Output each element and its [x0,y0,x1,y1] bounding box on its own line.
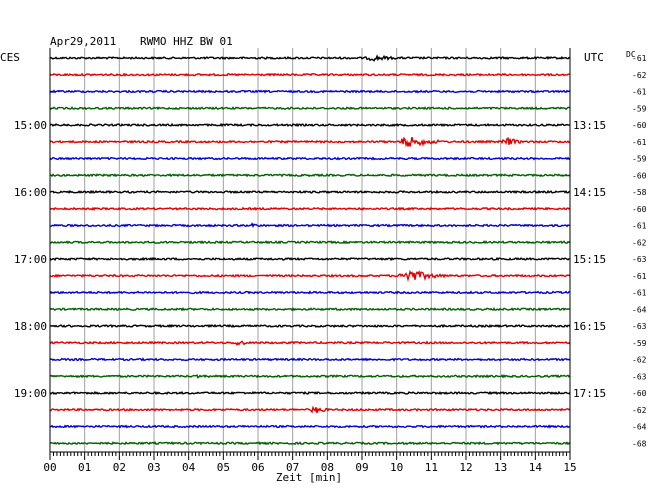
seismic-trace [49,405,571,414]
trace-labels: 15:00 16:00 17:00 18:00 19:00 13:15 14:15 15:15… [14,54,647,448]
time-axis: 00 01 02 03 04 05 06 07 08 09 10 11 12 13 14 15 [43,48,577,474]
seismic-trace [49,173,571,178]
dc-offset-label: -59 [632,104,647,113]
right-timezone-label: UTC [584,51,604,64]
seismic-trace [49,269,571,282]
seismic-trace [49,306,571,312]
seismic-trace [49,390,571,396]
right-hour-label: 16:15 [573,320,606,333]
right-hour-label: 15:15 [573,253,606,266]
x-tick-label: 03 [147,461,160,474]
dc-offset-label: -61 [632,289,647,298]
dc-offset-label: -60 [632,389,647,398]
seismic-trace [49,240,571,245]
x-tick-label: 09 [355,461,368,474]
seismic-trace [49,357,571,362]
seismic-trace [49,340,571,347]
x-tick-label: 01 [78,461,91,474]
dc-offset-label: -60 [632,205,647,214]
seismic-trace [49,106,571,111]
dc-offset-label: -63 [632,322,647,331]
seismogram-traces [49,54,571,446]
dc-offset-label: -61 [632,88,647,97]
dc-offset-label: -59 [632,339,647,348]
seismic-trace [49,256,571,262]
seismic-trace [49,156,571,161]
dc-offset-label: -60 [632,171,647,180]
seismic-trace [49,374,571,379]
seismic-trace [49,441,571,446]
dc-offset-label: -63 [632,372,647,381]
dc-offset-label: -58 [632,188,647,197]
x-tick-label: 08 [321,461,334,474]
station-label: RWMO HHZ BW 01 [140,35,233,48]
dc-offset-label: -60 [632,121,647,130]
dc-offset-label: -61 [632,138,647,147]
date-label: Apr29,2011 [50,35,116,48]
left-hour-label: 19:00 [14,387,47,400]
x-axis-title: Zeit [min] [276,471,342,484]
seismic-trace [49,136,571,148]
dc-offset-label: -61 [632,222,647,231]
seismic-trace [50,222,571,229]
seismic-trace [49,206,571,211]
dc-offset-label: -64 [632,423,647,432]
x-tick-label: 14 [529,461,543,474]
dc-offset-label: -62 [632,406,647,415]
x-tick-label: 15 [563,461,576,474]
x-tick-label: 10 [390,461,403,474]
dc-offset-label: -61 [632,54,647,63]
dc-offset-label: -62 [632,238,647,247]
right-hour-label: 17:15 [573,387,606,400]
seismic-trace [49,424,571,429]
left-hour-label: 15:00 [14,119,47,132]
seismic-trace [49,54,571,62]
seismic-trace [49,72,571,77]
x-tick-label: 06 [251,461,264,474]
right-hour-label: 13:15 [573,119,606,132]
seismic-trace [49,290,571,295]
x-tick-label: 12 [459,461,472,474]
x-tick-label: 04 [182,461,196,474]
dc-offset-label: -62 [632,356,647,365]
seismic-trace [49,323,571,329]
left-hour-label: 18:00 [14,320,47,333]
x-tick-label: 13 [494,461,507,474]
dc-offset-label: -64 [632,305,647,314]
seismic-trace [49,122,571,128]
left-hour-label: 16:00 [14,186,47,199]
dc-offset-label: -62 [632,71,647,80]
dc-offset-label: -68 [632,439,647,448]
seismic-trace [49,89,571,94]
x-tick-label: 02 [113,461,126,474]
right-hour-label: 14:15 [573,186,606,199]
x-tick-label: 11 [425,461,438,474]
left-hour-label: 17:00 [14,253,47,266]
minute-gridlines [84,48,536,452]
x-tick-label: 07 [286,461,299,474]
left-timezone-label: CES [0,51,20,64]
seismic-trace [49,189,571,195]
x-tick-label: 05 [217,461,230,474]
dc-header-label: DC [626,50,636,59]
dc-offset-label: -59 [632,155,647,164]
x-tick-label: 00 [43,461,56,474]
dc-offset-label: -63 [632,255,647,264]
dc-offset-label: -61 [632,272,647,281]
